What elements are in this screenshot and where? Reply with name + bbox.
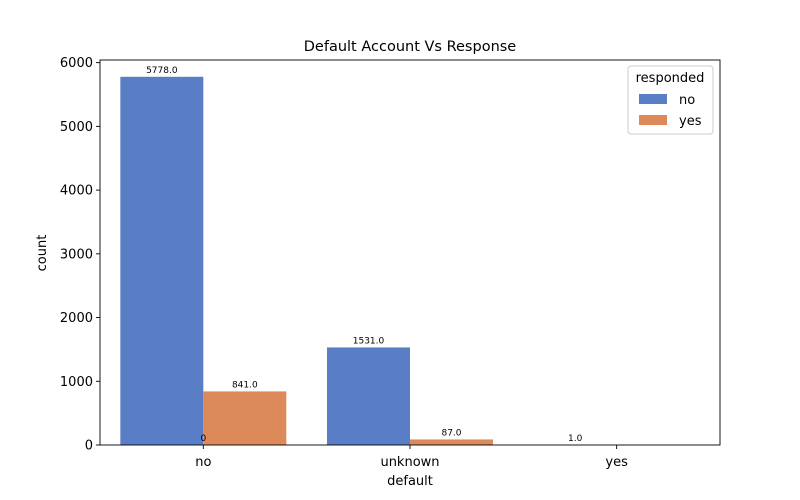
x-axis-label: default bbox=[387, 474, 433, 489]
y-tick-label-6000: 6000 bbox=[60, 56, 93, 71]
legend-title: responded bbox=[636, 71, 705, 86]
y-axis: 0 1000 2000 3000 4000 5000 6000 bbox=[60, 56, 100, 454]
bar-yes-unknown bbox=[410, 439, 493, 445]
legend-swatch-no bbox=[639, 94, 667, 104]
legend: responded no yes bbox=[627, 65, 714, 135]
y-tick-label-2000: 2000 bbox=[60, 311, 93, 326]
bar-label-yes-no: 841.0 bbox=[232, 380, 258, 390]
bar-yes-no bbox=[203, 391, 287, 445]
y-tick-label-3000: 3000 bbox=[60, 247, 93, 262]
y-tick-label-0: 0 bbox=[85, 439, 93, 454]
x-axis: no unknown yes bbox=[195, 445, 628, 470]
bar-no-unknown bbox=[327, 347, 410, 445]
legend-label-yes: yes bbox=[679, 114, 702, 129]
bar-label-no-yes: 1.0 bbox=[568, 434, 583, 444]
bar-no-no bbox=[120, 76, 204, 445]
bar-label-no-no: 5778.0 bbox=[146, 66, 178, 76]
bar-label-no-unknown: 1531.0 bbox=[353, 336, 385, 346]
x-tick-label-yes: yes bbox=[605, 455, 628, 470]
x-tick-label-no: no bbox=[195, 455, 211, 470]
bar-labels-group: 5778.0 841.0 1531.0 87.0 1.0 0 bbox=[146, 66, 583, 444]
legend-swatch-yes bbox=[639, 115, 667, 125]
y-tick-label-5000: 5000 bbox=[60, 120, 93, 135]
y-axis-label: count bbox=[35, 235, 50, 272]
y-tick-label-4000: 4000 bbox=[60, 184, 93, 199]
bar-label-yes-unknown: 87.0 bbox=[441, 428, 461, 438]
legend-label-no: no bbox=[679, 93, 695, 108]
x-tick-label-unknown: unknown bbox=[380, 455, 439, 470]
extra-label-0: 0 bbox=[200, 434, 206, 444]
plot-frame bbox=[99, 59, 721, 446]
bars-group bbox=[120, 76, 617, 445]
chart-title: Default Account Vs Response bbox=[304, 39, 517, 55]
y-tick-label-1000: 1000 bbox=[60, 375, 93, 390]
